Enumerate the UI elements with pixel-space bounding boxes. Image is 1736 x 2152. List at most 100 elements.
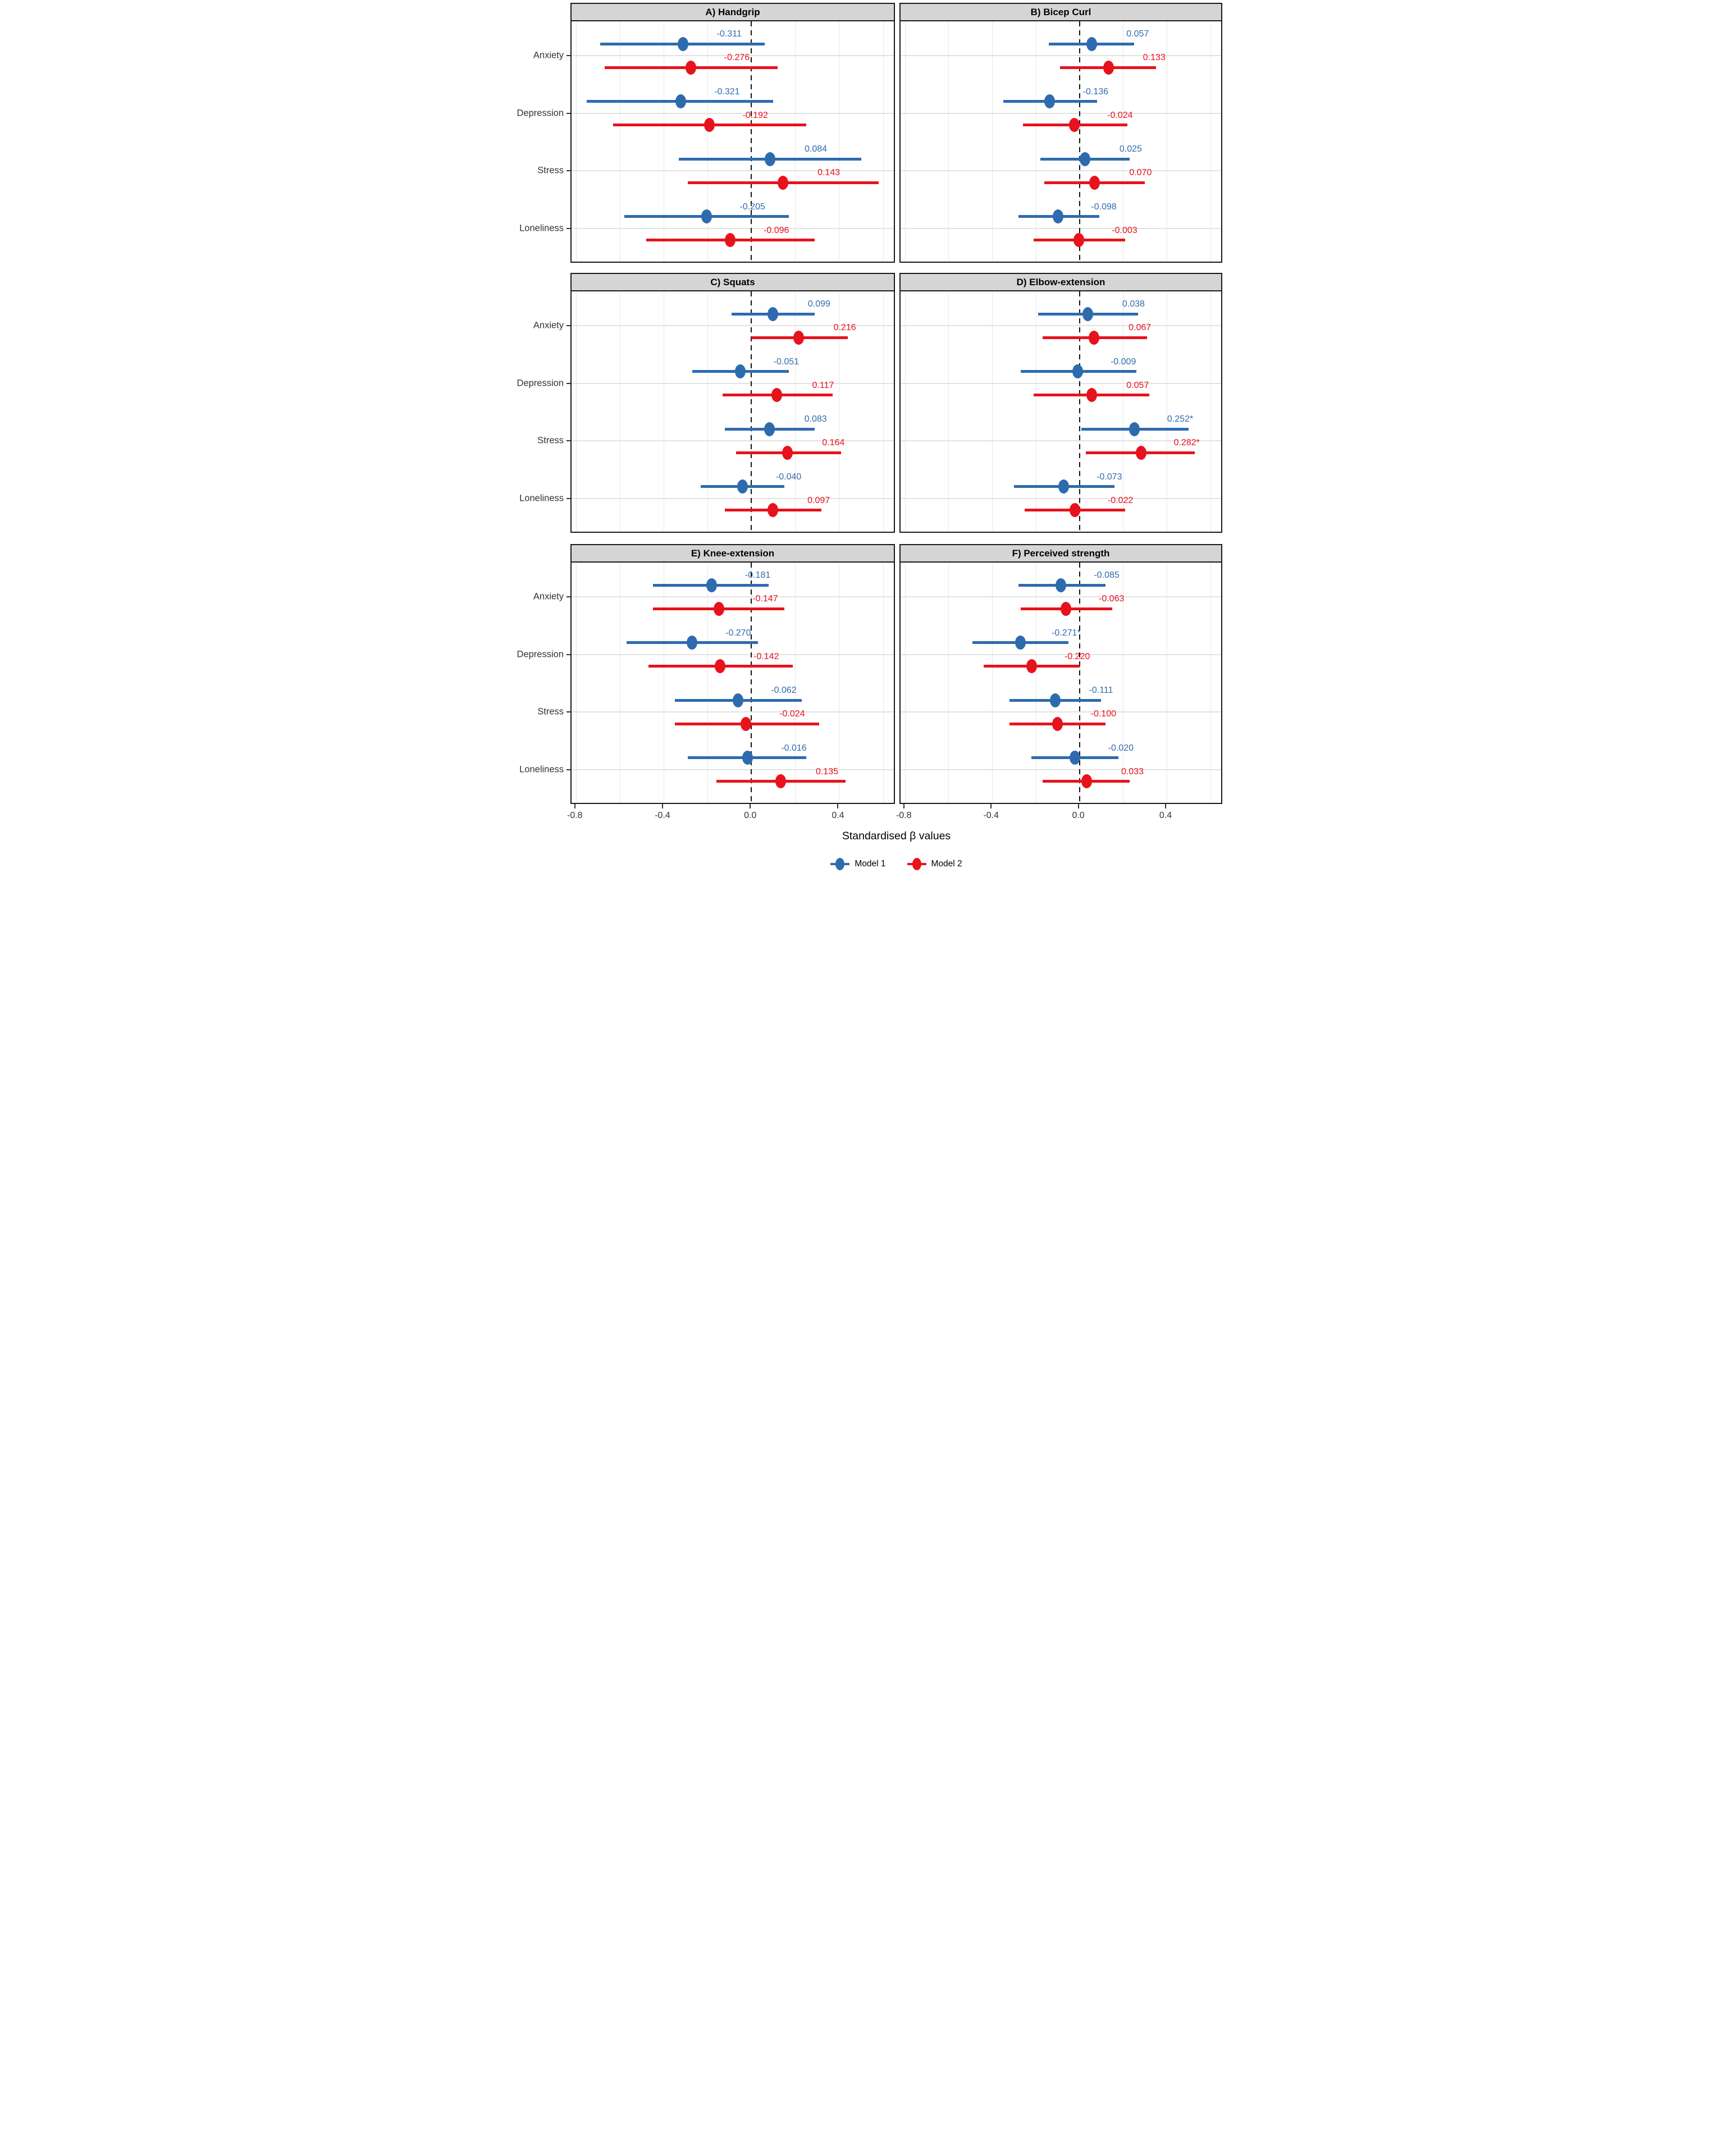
vertical-gridline xyxy=(795,563,796,803)
x-axis-tick xyxy=(903,804,904,808)
panel-plot-area: 0.038 0.067 -0.009 0.057 0.252* 0.282* -0.073 -… xyxy=(899,291,1222,533)
model2-point xyxy=(1103,60,1114,75)
horizontal-gridline xyxy=(572,382,894,384)
horizontal-gridline xyxy=(901,440,1221,442)
model1-value-label: -0.020 xyxy=(1108,743,1134,753)
x-axis-tick xyxy=(1077,804,1079,808)
panel-title: C) Squats xyxy=(570,273,895,291)
y-axis-tick xyxy=(567,711,570,713)
vertical-gridline xyxy=(992,21,993,262)
horizontal-gridline xyxy=(901,382,1221,384)
model2-point xyxy=(1052,716,1063,731)
panel-plot-area: -0.085 -0.063 -0.271* -0.220 -0.111 -0.100 -0.… xyxy=(899,563,1222,804)
model2-value-label: 0.135 xyxy=(815,766,838,776)
horizontal-gridline xyxy=(572,170,894,172)
x-axis-tick xyxy=(837,804,839,808)
category-label: Stress xyxy=(537,165,564,176)
vertical-gridline xyxy=(707,291,709,532)
model1-value-label: -0.051 xyxy=(773,357,800,367)
horizontal-gridline xyxy=(572,769,894,770)
model2-value-label: 0.057 xyxy=(1126,380,1149,390)
model2-point-icon xyxy=(907,857,926,871)
model2-point xyxy=(725,233,736,247)
model1-point xyxy=(1079,152,1090,166)
model1-value-label: 0.025 xyxy=(1119,144,1142,154)
model2-point xyxy=(1086,388,1098,403)
model1-point xyxy=(1072,364,1083,379)
model2-point xyxy=(1089,330,1100,345)
model1-value-label: 0.084 xyxy=(805,144,828,154)
horizontal-gridline xyxy=(901,711,1221,713)
zero-reference-line xyxy=(1079,563,1080,803)
vertical-gridline xyxy=(1210,21,1211,262)
model1-point xyxy=(742,751,753,765)
x-axis-tick-label: -0.4 xyxy=(655,811,670,820)
model2-value-label: -0.024 xyxy=(779,709,805,719)
model1-point xyxy=(764,422,775,436)
category-label: Stress xyxy=(537,706,564,717)
zero-reference-line xyxy=(1079,21,1080,262)
model1-point xyxy=(737,479,748,494)
legend: Model 1 Model 2 xyxy=(570,856,1222,872)
panel-title: F) Perceived strength xyxy=(899,544,1222,563)
y-axis-tick xyxy=(567,440,570,442)
model1-value-label: 0.099 xyxy=(807,299,830,309)
model2-value-label: -0.063 xyxy=(1099,594,1125,604)
model1-point xyxy=(1086,36,1098,51)
vertical-gridline xyxy=(795,291,796,532)
model2-value-label: -0.022 xyxy=(1107,495,1134,505)
model2-point xyxy=(782,445,793,460)
category-label: Loneliness xyxy=(519,223,564,233)
model2-point xyxy=(1073,233,1084,247)
horizontal-gridline xyxy=(901,112,1221,114)
vertical-gridline xyxy=(883,563,884,803)
zero-reference-line xyxy=(751,563,752,803)
x-axis-title: Standardised β values xyxy=(842,830,951,842)
model1-value-label: 0.038 xyxy=(1122,299,1145,309)
model2-point xyxy=(793,330,805,345)
model2-point xyxy=(1069,503,1080,517)
y-axis-tick xyxy=(567,769,570,770)
horizontal-gridline xyxy=(572,55,894,57)
model2-value-label: 0.143 xyxy=(817,168,840,178)
x-axis-tick xyxy=(662,804,664,808)
model2-point xyxy=(741,716,752,731)
model1-point-icon xyxy=(830,857,850,871)
model1-value-label: -0.111 xyxy=(1089,686,1113,696)
model2-value-label: -0.276 xyxy=(724,53,750,63)
panel-title: E) Knee-extension xyxy=(570,544,895,563)
vertical-gridline xyxy=(904,291,906,532)
y-axis-tick xyxy=(567,382,570,384)
vertical-gridline xyxy=(992,291,993,532)
vertical-gridline xyxy=(707,21,709,262)
y-axis-tick xyxy=(567,170,570,172)
model2-value-label: 0.070 xyxy=(1129,168,1152,178)
horizontal-gridline xyxy=(901,227,1221,229)
model2-point xyxy=(703,118,715,132)
y-axis-tick xyxy=(567,596,570,598)
model1-point xyxy=(734,364,746,379)
vertical-gridline xyxy=(883,21,884,262)
model1-point xyxy=(768,307,779,321)
model2-value-label: -0.220 xyxy=(1065,651,1090,661)
model2-point xyxy=(767,503,778,517)
model1-value-label: -0.205 xyxy=(739,202,765,212)
panel-title: B) Bicep Curl xyxy=(899,3,1222,21)
model2-value-label: -0.100 xyxy=(1090,709,1116,719)
vertical-gridline xyxy=(904,21,906,262)
model2-value-label: 0.117 xyxy=(812,380,834,390)
y-axis-tick xyxy=(567,55,570,57)
model2-value-label: 0.133 xyxy=(1143,53,1166,63)
model1-point xyxy=(675,94,687,109)
model1-value-label: -0.321 xyxy=(714,86,740,97)
model2-value-label: 0.216 xyxy=(833,323,856,333)
model1-point xyxy=(701,209,712,223)
model2-value-label: 0.164 xyxy=(822,438,845,448)
model1-value-label: -0.016 xyxy=(781,743,807,753)
model1-point xyxy=(706,578,718,592)
model2-point xyxy=(714,601,725,616)
x-axis-tick-label: 0.0 xyxy=(1072,811,1085,820)
model1-point xyxy=(1082,307,1093,321)
model2-point xyxy=(1081,774,1092,788)
zero-reference-line xyxy=(751,21,752,262)
